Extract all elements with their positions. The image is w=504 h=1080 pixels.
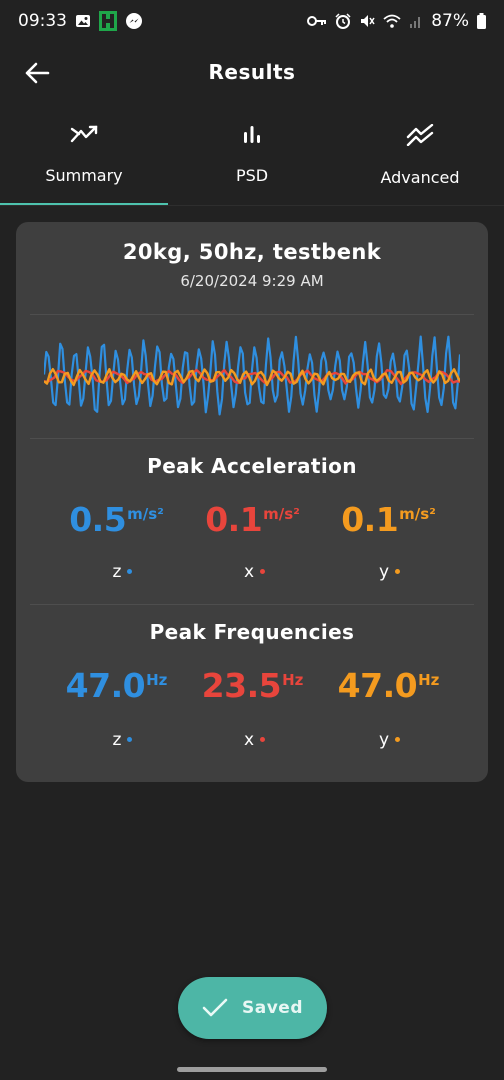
tab-summary[interactable]: Summary — [0, 108, 168, 206]
page-title: Results — [208, 60, 296, 84]
z-dot — [127, 569, 133, 574]
axis-label-z: z — [44, 730, 201, 750]
tabs-divider — [0, 205, 504, 206]
waveform-x — [44, 368, 460, 386]
freq-y-value: 47.0 — [337, 666, 418, 705]
waveform-chart — [44, 335, 460, 416]
tab-label: PSD — [235, 166, 269, 185]
status-time: 09:33 — [18, 11, 67, 31]
axis-label-y: y — [311, 562, 468, 582]
divider — [30, 314, 474, 315]
mute-icon — [359, 13, 375, 29]
wifi-icon — [383, 13, 401, 29]
result-title: 20kg, 50hz, testbenk — [122, 240, 382, 264]
axis-label-z: z — [44, 562, 201, 582]
y-dot — [395, 737, 401, 742]
accel-z: 0.5m/s² — [38, 500, 195, 539]
accel-unit: m/s² — [399, 505, 436, 523]
saved-label: Saved — [242, 998, 303, 1018]
divider — [30, 438, 474, 439]
waveform-y — [44, 368, 460, 387]
divider — [30, 604, 474, 605]
x-dot — [260, 737, 266, 742]
alarm-icon — [335, 13, 351, 29]
waveform-z — [44, 335, 460, 416]
axis-label-x: x — [176, 730, 333, 750]
result-date: 6/20/2024 9:29 AM — [180, 272, 324, 290]
freq-x-value: 23.5 — [201, 666, 282, 705]
accel-y: 0.1m/s² — [310, 500, 467, 539]
accel-z-value: 0.5 — [69, 500, 127, 539]
accel-x: 0.1m/s² — [174, 500, 331, 539]
peak-frequencies-title: Peak Frequencies — [149, 620, 355, 644]
active-tab-indicator — [0, 203, 168, 206]
z-dot — [127, 737, 133, 742]
app-icon — [99, 11, 117, 31]
trend-icon — [70, 125, 98, 143]
messenger-icon — [125, 12, 143, 30]
check-icon — [202, 998, 228, 1017]
axis-label-y: y — [311, 730, 468, 750]
freq-unit: Hz — [146, 671, 168, 689]
image-icon — [75, 13, 91, 29]
tab-advanced[interactable]: Advanced — [336, 108, 504, 206]
home-indicator — [177, 1067, 327, 1072]
tab-psd[interactable]: PSD — [168, 108, 336, 206]
freq-x: 23.5Hz — [174, 666, 331, 705]
accel-unit: m/s² — [127, 505, 164, 523]
app-bar: Results — [0, 42, 504, 102]
accel-x-value: 0.1 — [205, 500, 263, 539]
double-trend-icon — [406, 124, 434, 146]
back-button[interactable] — [20, 56, 54, 90]
status-bar: 09:33 87% — [0, 0, 504, 42]
bar-chart-icon — [244, 126, 260, 143]
key-icon — [307, 15, 327, 27]
y-dot — [395, 569, 401, 574]
freq-y: 47.0Hz — [310, 666, 467, 705]
x-dot — [260, 569, 266, 574]
tab-label: Summary — [45, 166, 123, 185]
saved-button[interactable]: Saved — [178, 977, 327, 1039]
freq-z: 47.0Hz — [38, 666, 195, 705]
battery-percent: 87% — [431, 11, 469, 31]
arrow-left-icon — [25, 62, 50, 84]
axis-label-x: x — [176, 562, 333, 582]
freq-unit: Hz — [282, 671, 304, 689]
battery-icon — [477, 13, 486, 29]
tab-label: Advanced — [380, 168, 460, 187]
freq-z-value: 47.0 — [65, 666, 146, 705]
accel-unit: m/s² — [263, 505, 300, 523]
result-card: 20kg, 50hz, testbenk 6/20/2024 9:29 AM P… — [16, 222, 488, 782]
peak-acceleration-title: Peak Acceleration — [147, 454, 357, 478]
freq-unit: Hz — [418, 671, 440, 689]
signal-icon — [409, 13, 423, 29]
tab-bar: Summary PSD Advanced — [0, 108, 504, 206]
accel-y-value: 0.1 — [341, 500, 399, 539]
